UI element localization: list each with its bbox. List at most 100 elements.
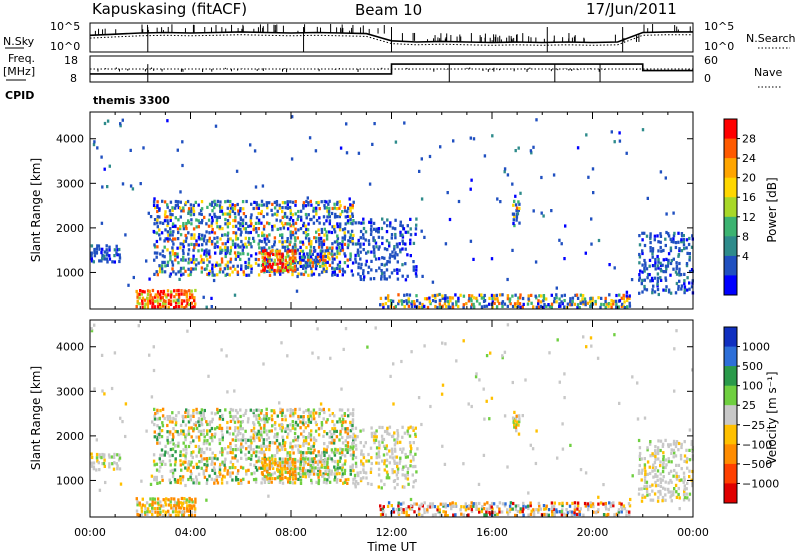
power-cell bbox=[420, 197, 424, 201]
power-cell bbox=[324, 249, 327, 253]
velocity-cell bbox=[643, 486, 646, 490]
power-cell bbox=[216, 273, 219, 277]
power-cell bbox=[362, 236, 365, 240]
power-cell bbox=[304, 230, 308, 234]
velocity-cell bbox=[515, 414, 518, 418]
velocity-cell bbox=[404, 473, 407, 477]
power-cell bbox=[401, 247, 404, 251]
power-cell bbox=[184, 258, 187, 262]
power-cell bbox=[289, 224, 292, 228]
velocity-cell bbox=[266, 477, 269, 481]
velocity-cell bbox=[637, 438, 641, 443]
power-cell bbox=[244, 260, 247, 265]
power-cell bbox=[406, 253, 409, 257]
velocity-cell bbox=[409, 450, 412, 454]
power-cell bbox=[503, 302, 507, 306]
velocity-cell bbox=[498, 507, 501, 511]
power-cell bbox=[333, 267, 336, 271]
power-cell bbox=[177, 295, 181, 299]
power-cell bbox=[389, 299, 393, 303]
power-cell bbox=[517, 200, 520, 204]
power-cell bbox=[470, 299, 473, 303]
velocity-cell bbox=[200, 420, 203, 424]
power-cell bbox=[346, 219, 350, 223]
power-cell bbox=[338, 266, 341, 270]
power-cell bbox=[179, 227, 182, 231]
velocity-cell bbox=[195, 426, 199, 430]
velocity-cell bbox=[187, 409, 190, 413]
velocity-cell bbox=[268, 472, 271, 476]
power-cell bbox=[211, 215, 214, 220]
velocity-cell bbox=[288, 451, 292, 455]
velocity-cell bbox=[253, 439, 256, 443]
velocity-cell bbox=[460, 512, 463, 516]
velocity-cell bbox=[409, 444, 412, 448]
velocity-cell bbox=[250, 441, 253, 445]
power-cell bbox=[301, 264, 305, 269]
power-cell bbox=[362, 221, 365, 225]
velocity-cell bbox=[354, 485, 357, 489]
power-cell bbox=[129, 184, 133, 188]
velocity-ylabel: Slant Range [km] bbox=[29, 366, 43, 470]
velocity-cell bbox=[328, 454, 331, 458]
power-cell bbox=[257, 211, 260, 216]
velocity-cell bbox=[294, 461, 297, 465]
power-cell bbox=[260, 199, 264, 203]
power-cell bbox=[605, 302, 608, 306]
power-cell bbox=[575, 293, 579, 297]
power-cell bbox=[511, 212, 515, 216]
velocity-cell bbox=[195, 435, 198, 439]
power-cell bbox=[160, 267, 164, 271]
power-cell bbox=[288, 222, 291, 226]
power-cell bbox=[674, 291, 678, 295]
velocity-cell bbox=[459, 508, 462, 512]
power-cell bbox=[584, 251, 587, 255]
velocity-cell bbox=[354, 461, 358, 465]
power-cell bbox=[351, 204, 354, 208]
velocity-cell bbox=[446, 514, 449, 518]
power-cell bbox=[200, 258, 204, 262]
velocity-cell bbox=[262, 462, 265, 466]
power-cell bbox=[331, 266, 334, 270]
power-cell bbox=[190, 207, 193, 211]
velocity-cell bbox=[206, 478, 209, 482]
velocity-cell bbox=[475, 507, 478, 511]
power-cell bbox=[311, 264, 314, 268]
power-cell bbox=[346, 221, 349, 225]
power-cell bbox=[651, 249, 655, 253]
velocity-cell bbox=[683, 496, 687, 500]
velocity-cell bbox=[169, 430, 172, 434]
power-cell bbox=[328, 222, 331, 226]
power-cell bbox=[651, 264, 655, 268]
power-cell bbox=[190, 242, 193, 246]
power-cell bbox=[514, 203, 518, 207]
velocity-cell bbox=[245, 457, 248, 461]
velocity-cell bbox=[226, 469, 229, 473]
velocity-cell bbox=[352, 436, 355, 440]
velocity-cell bbox=[352, 438, 355, 442]
power-cell bbox=[111, 260, 114, 264]
velocity-cell bbox=[375, 429, 378, 433]
power-cell bbox=[249, 242, 252, 246]
noise-left-tick-top: 10^5 bbox=[50, 20, 80, 33]
power-cell bbox=[307, 273, 310, 277]
power-cell bbox=[305, 263, 308, 267]
power-cell bbox=[149, 299, 152, 303]
velocity-cell bbox=[331, 450, 334, 454]
velocity-cell bbox=[467, 507, 470, 511]
power-cell bbox=[314, 264, 318, 268]
power-cell bbox=[686, 251, 689, 255]
power-cell bbox=[325, 234, 329, 238]
velocity-cell bbox=[515, 420, 519, 424]
power-cell bbox=[213, 245, 216, 249]
power-cell bbox=[188, 296, 192, 300]
velocity-cell bbox=[654, 484, 658, 488]
power-cell bbox=[659, 170, 663, 174]
velocity-cell bbox=[101, 389, 104, 393]
power-cell bbox=[273, 240, 276, 244]
velocity-cell bbox=[490, 396, 494, 400]
power-cell bbox=[677, 287, 680, 291]
velocity-cell bbox=[309, 457, 312, 461]
power-cell bbox=[407, 300, 411, 304]
power-cell bbox=[317, 228, 320, 232]
